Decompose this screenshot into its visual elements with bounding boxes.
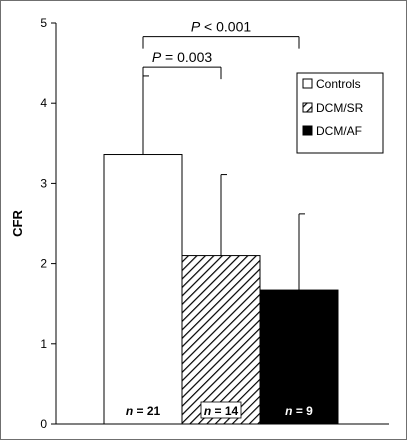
y-tick-label: 1: [40, 337, 47, 351]
legend: Controls DCM/SR DCM/AF: [296, 72, 384, 154]
n-label: n = 9: [285, 404, 313, 418]
n-label: n = 21: [126, 404, 161, 418]
bar-dcm-sr: [181, 255, 261, 425]
bar-controls: [103, 154, 183, 425]
y-tick-label: 4: [40, 96, 47, 110]
y-axis-title: CFR: [10, 210, 25, 237]
n-label: n = 14: [204, 404, 239, 418]
significance-label: P < 0.001: [191, 19, 252, 35]
legend-label: DCM/SR: [316, 101, 364, 115]
legend-label: DCM/AF: [316, 124, 362, 138]
legend-label: Controls: [316, 77, 361, 91]
bar-layer: n = 21 n = 14 n = 9: [103, 75, 339, 425]
y-tick-label: 2: [40, 257, 47, 271]
significance-label: P = 0.003: [152, 49, 213, 65]
legend-swatch: [302, 78, 313, 89]
n-label-box: [200, 401, 242, 419]
bar-dcm-af: [259, 289, 339, 425]
legend-swatch: [302, 102, 313, 113]
legend-swatch: [302, 125, 313, 136]
y-tick-label: 3: [40, 176, 47, 190]
y-tick-label: 0: [40, 417, 47, 431]
significance-layer: P < 0.001 P = 0.003: [142, 19, 300, 80]
y-tick-label: 5: [40, 16, 47, 30]
